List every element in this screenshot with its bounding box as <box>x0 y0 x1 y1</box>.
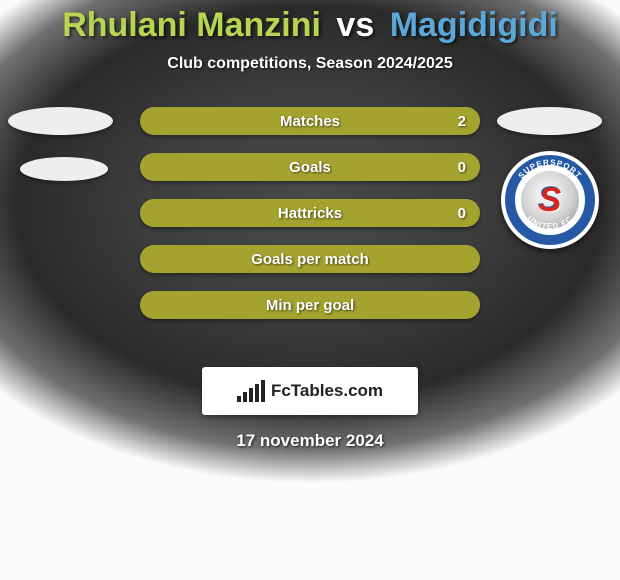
vs-separator: vs <box>330 6 380 44</box>
stat-label: Matches <box>140 107 480 135</box>
stat-label: Min per goal <box>140 291 480 319</box>
stats-bars: Matches2Goals0Hattricks0Goals per matchM… <box>140 107 480 337</box>
stat-bar: Hattricks0 <box>140 199 480 227</box>
stat-value-right: 0 <box>458 199 466 227</box>
chart-icon <box>237 380 265 402</box>
stat-value-right: 0 <box>458 153 466 181</box>
placeholder-ellipse <box>8 107 113 135</box>
subtitle: Club competitions, Season 2024/2025 <box>0 55 620 73</box>
badge-center-letter: S <box>539 181 562 220</box>
placeholder-ellipse <box>20 157 108 181</box>
stat-bar: Matches2 <box>140 107 480 135</box>
stat-bar: Min per goal <box>140 291 480 319</box>
stat-label: Goals <box>140 153 480 181</box>
stat-bar: Goals0 <box>140 153 480 181</box>
brand-text: FcTables.com <box>271 381 383 401</box>
stat-bar: Goals per match <box>140 245 480 273</box>
club-badge: S SUPERSPORT UNITED FC <box>501 151 599 249</box>
placeholder-ellipse <box>497 107 602 135</box>
stat-label: Hattricks <box>140 199 480 227</box>
player1-name: Rhulani Manzini <box>62 6 321 44</box>
comparison-title: Rhulani Manzini vs Magidigidi <box>0 6 620 45</box>
date-text: 17 november 2024 <box>0 431 620 451</box>
stat-value-right: 2 <box>458 107 466 135</box>
stat-label: Goals per match <box>140 245 480 273</box>
brand-box: FcTables.com <box>202 367 418 415</box>
left-side-graphics <box>8 107 123 203</box>
right-side-graphics: S SUPERSPORT UNITED FC <box>497 107 612 249</box>
player2-name: Magidigidi <box>390 6 558 44</box>
